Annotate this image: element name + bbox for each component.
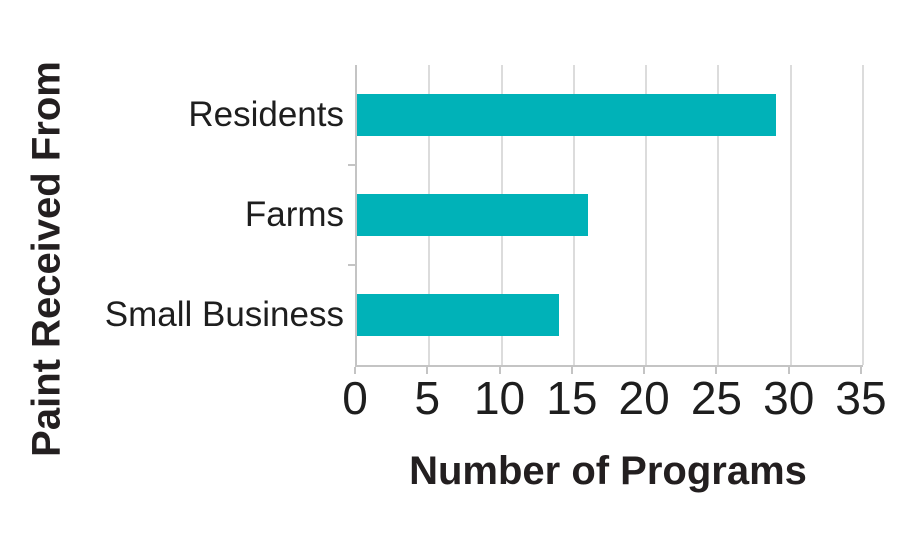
gridline-x-30 [789, 65, 792, 365]
x-tick-label-5: 5 [414, 372, 441, 424]
x-axis-title: Number of Programs [409, 449, 807, 493]
x-tick-label-15: 15 [546, 372, 598, 424]
gridline-x-20 [645, 65, 648, 365]
category-label-farms: Farms [244, 195, 344, 234]
x-tick-label-25: 25 [690, 372, 742, 424]
bar-small-business [357, 294, 560, 336]
x-tick-mark-10 [498, 367, 501, 374]
x-tick-label-0: 0 [342, 372, 368, 424]
bar-farms [357, 194, 589, 236]
x-tick-label-35: 35 [835, 372, 887, 424]
x-tick-mark-20 [643, 367, 646, 374]
x-tick-mark-15 [570, 367, 573, 374]
x-tick-mark-0 [354, 367, 356, 374]
category-label-residents: Residents [188, 95, 344, 134]
plot-area [355, 65, 864, 367]
x-tick-mark-5 [426, 367, 429, 374]
x-tick-mark-25 [715, 367, 718, 374]
x-tick-label-10: 10 [473, 372, 526, 424]
y-axis-title: Paint Received From [24, 61, 69, 457]
bar-residents [357, 94, 777, 136]
y-tick-mark-1 [348, 164, 355, 166]
gridline-x-35 [862, 65, 864, 365]
x-tick-mark-30 [787, 367, 790, 374]
category-label-small-business: Small Business [104, 295, 344, 334]
y-tick-mark-2 [348, 264, 355, 266]
x-tick-label-30: 30 [763, 372, 815, 424]
x-tick-mark-35 [860, 367, 862, 374]
x-tick-label-20: 20 [618, 372, 670, 424]
gridline-x-25 [717, 65, 720, 365]
